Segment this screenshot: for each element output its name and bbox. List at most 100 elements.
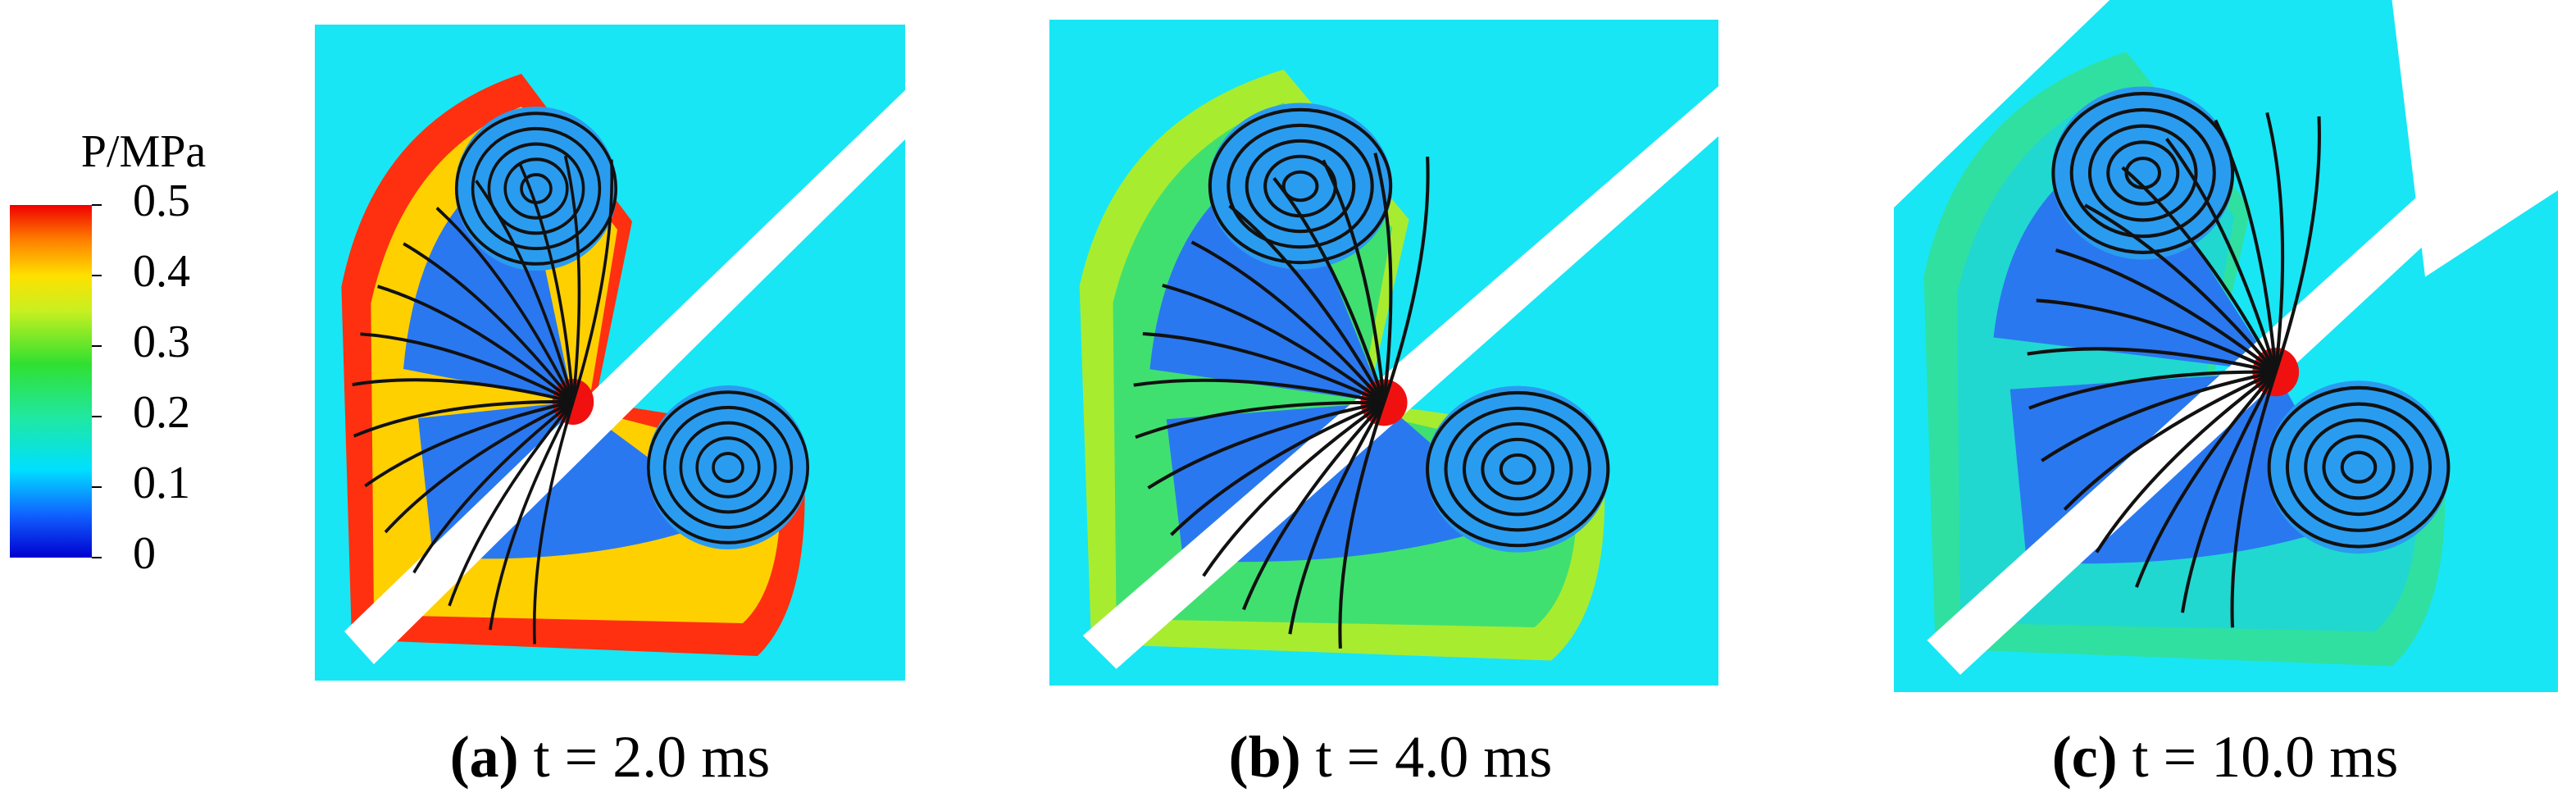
streamline [435, 207, 575, 403]
streamline [2069, 107, 2216, 239]
streamline [489, 400, 575, 631]
streamline [1281, 170, 1319, 203]
vortex [1208, 103, 1393, 270]
caption: (c) t = 10.0 ms [2052, 724, 2399, 790]
streamline [679, 421, 777, 514]
streamline [1133, 378, 1385, 404]
streamline [353, 399, 574, 438]
streamline [2230, 371, 2278, 628]
streamline [2106, 140, 2180, 206]
panel-caption: t = 10.0 ms [2132, 724, 2399, 790]
streamline [532, 401, 575, 645]
streamline [2087, 124, 2198, 222]
streamline [563, 155, 581, 403]
low-pressure [1149, 153, 1518, 563]
streamline [487, 142, 585, 235]
streamline [1147, 400, 1385, 490]
streamline [1444, 406, 1591, 532]
streamline [695, 436, 761, 499]
streamline [571, 159, 614, 403]
streamline [1499, 453, 1536, 485]
streamline [377, 285, 575, 403]
vortex [2267, 380, 2451, 554]
streamline [2041, 370, 2277, 462]
streamline [412, 400, 575, 574]
panel-label: (c) [2052, 724, 2118, 790]
streamline [1245, 139, 1356, 234]
low-pressure [1993, 138, 2359, 564]
nozzle [344, 90, 905, 664]
streamline [1170, 401, 1385, 536]
nozzle [1082, 86, 1718, 669]
streamline [2135, 371, 2278, 588]
streamline [2027, 347, 2277, 374]
streamline [2084, 203, 2278, 374]
colorbar [10, 205, 92, 558]
streamline [2267, 385, 2451, 549]
colorbar-tick-label: 0.5 [133, 175, 190, 226]
streamline [1135, 400, 1385, 440]
streamline [1190, 240, 1386, 404]
streamline [2180, 371, 2278, 613]
streamline [1162, 283, 1386, 404]
streamline [1462, 421, 1573, 517]
streamline [403, 242, 575, 403]
contour-panel [315, 25, 905, 681]
streamline [646, 390, 809, 544]
caption: (b) t = 4.0 ms [1229, 724, 1553, 790]
streamline [448, 400, 575, 607]
streamline [2304, 418, 2414, 517]
streamline [518, 162, 575, 403]
caption: (a) t = 2.0 ms [450, 724, 771, 790]
colorbar-tick-label: 0.4 [133, 246, 190, 297]
streamline [2285, 402, 2433, 532]
colorbar-tick-label: 0 [133, 528, 156, 579]
streamline [352, 378, 574, 403]
colorbar-tick-label: 0.2 [133, 387, 190, 438]
streamline [1202, 401, 1386, 577]
streamline [1241, 401, 1386, 611]
streamline [2273, 116, 2321, 373]
streamline [364, 400, 574, 488]
low-pressure [403, 156, 728, 559]
streamline [1208, 107, 1393, 265]
vortex [1426, 385, 1610, 553]
streamline [2095, 370, 2277, 554]
vortex [647, 385, 809, 549]
streamline [2124, 156, 2162, 190]
streamline [2055, 248, 2277, 374]
streamline [1481, 437, 1555, 501]
streamline [2036, 298, 2277, 374]
streamline [1272, 176, 1386, 403]
streamline [360, 332, 574, 403]
streamline [1338, 402, 1386, 649]
streamline [1227, 123, 1374, 249]
vortex [455, 107, 617, 271]
vortex [2051, 86, 2235, 260]
streamline [1228, 204, 1386, 403]
streamline [471, 126, 602, 251]
contour-panel [1894, 0, 2558, 692]
colorbar-tick-label: 0.3 [133, 317, 190, 367]
streamline [712, 452, 744, 483]
contour-panel [1049, 20, 1718, 686]
streamline [454, 112, 617, 266]
streamline [2063, 370, 2277, 511]
streamline [2340, 450, 2378, 484]
streamline [1425, 390, 1610, 548]
panel-label: (a) [450, 724, 519, 790]
streamline [2322, 434, 2396, 500]
streamline [1263, 154, 1337, 218]
streamline [520, 173, 553, 204]
streamline [2265, 112, 2285, 372]
colorbar-tick-label: 0.1 [133, 458, 190, 508]
streamline [1288, 401, 1386, 635]
streamline [2028, 370, 2276, 410]
streamline [1382, 156, 1430, 403]
streamline [2165, 137, 2278, 373]
streamline [1373, 153, 1393, 403]
colorbar-title: P/MPa [81, 126, 207, 177]
wall [1894, 0, 2558, 277]
